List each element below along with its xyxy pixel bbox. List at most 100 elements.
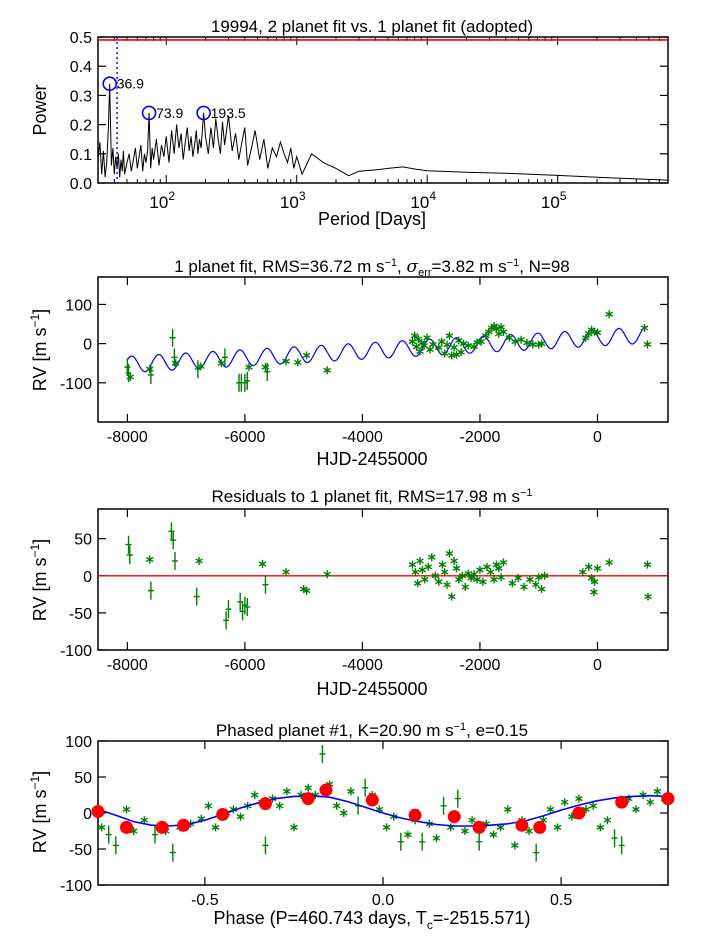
data-point-star [416,347,424,356]
data-point-star [643,560,652,569]
data-point-star [589,801,598,810]
data-point-star [526,575,534,584]
data-point-star [427,553,436,562]
data-point-star [483,562,491,571]
data-point-star [211,823,220,832]
data-point-star [523,338,531,347]
data-point-star [440,349,449,358]
phased-title: Phased planet #1, K=20.90 m s−1, e=0.15 [216,721,528,740]
phased-xlabel: Phase (P=460.743 days, Tc=-2515.571) [214,908,531,932]
binned-point [258,797,272,811]
data-point-star [204,801,213,810]
data-point-star [339,809,348,817]
data-point-star [520,582,528,591]
phased-panel: Phased planet #1, K=20.90 m s−1, e=0.15 … [28,721,675,932]
y-tick-label: 100 [65,297,92,314]
x-tick-label: -2000 [459,657,500,674]
data-point-star [590,577,599,586]
data-point-star [553,823,562,832]
data-point-star [245,363,253,372]
x-tick-label: 0.0 [372,892,394,909]
data-point-star [445,331,454,340]
data-point-errorbar [419,832,426,851]
title-superscript: −1 [384,257,397,269]
data-point-star [590,588,598,597]
data-point-star [596,823,605,832]
data-point-errorbar [319,744,326,763]
x-tick-base: 10 [541,193,560,212]
data-point-errorbar [147,581,154,600]
y-tick-label: -100 [60,878,92,895]
data-point-star [423,333,431,342]
data-point-star [411,568,420,577]
data-point-star [443,580,451,589]
data-point-errorbar [611,829,618,848]
data-point-errorbar [397,832,404,851]
data-point-star [644,592,652,601]
binned-point [515,818,529,832]
binned-point [447,810,461,824]
data-point-star [290,823,298,832]
data-point-errorbar [194,360,201,379]
data-point-star [293,358,302,367]
data-point-star [452,564,461,573]
data-point-star [140,816,149,825]
data-point-errorbar [147,365,154,384]
ylabel-part: RV [m s [30,558,50,622]
data-point-star [473,575,481,584]
ylabel-part: ] [30,539,50,544]
data-point-star [236,812,245,821]
data-point-star [435,343,443,352]
periodogram-ylabel: Power [30,84,50,135]
residuals-title: Residuals to 1 planet fit, RMS=17.98 m s… [211,487,532,506]
data-point-star [603,816,612,825]
data-point-errorbar [440,796,447,815]
data-point-star [450,343,458,352]
data-point-errorbar [105,825,112,844]
title-subscript: err [418,267,432,279]
data-point-star [508,579,517,588]
ylabel-part: RV [m s [30,328,50,392]
data-point-errorbar [618,836,625,855]
x-tick-label: 0.5 [550,892,572,909]
binned-point [408,808,422,822]
xlabel-part: =-2515.571) [433,908,531,928]
data-point-star [457,348,465,357]
y-tick-label: 0.1 [70,147,92,164]
data-point-star [323,570,331,579]
data-point-star [593,564,602,573]
title-superscript: −1 [520,487,533,499]
data-point-star [486,568,495,577]
data-point-star [468,816,476,825]
data-point-star [458,571,467,580]
data-point-star [479,577,487,586]
title-superscript: −1 [454,721,467,733]
data-point-errorbar [454,789,461,808]
data-point-star [145,365,154,374]
data-point-errorbar [169,843,176,862]
data-point-star [497,573,505,582]
data-point-errorbar [171,551,178,570]
one-planet-fit-ylabel: RV [m s−1] [28,309,50,391]
title-sigma: σ [406,257,418,277]
data-point-star [445,549,454,558]
data-point-star [122,805,131,814]
x-tick-label: -8000 [107,429,148,446]
data-point-errorbar [152,825,158,844]
one-planet-fit-title: 1 planet fit, RMS=36.72 m s−1, σerr=3.82… [174,257,570,279]
residuals-panel: Residuals to 1 planet fit, RMS=17.98 m s… [28,487,669,699]
xlabel-part: Phase (P=460.743 days, T [214,908,427,928]
x-tick-label: 105 [541,189,567,212]
data-point-star [443,340,451,349]
data-point-errorbar [244,371,251,390]
data-point-errorbar [225,600,232,619]
title-part: =3.82 m s [432,257,507,276]
data-point-star [584,562,593,571]
peak-marker [196,105,211,121]
peak-label: 193.5 [211,105,246,121]
ylabel-superscript: −1 [28,776,42,790]
data-point-star [531,580,540,589]
data-point-star [432,834,441,843]
periodogram-xlabel: Period [Days] [318,209,426,229]
